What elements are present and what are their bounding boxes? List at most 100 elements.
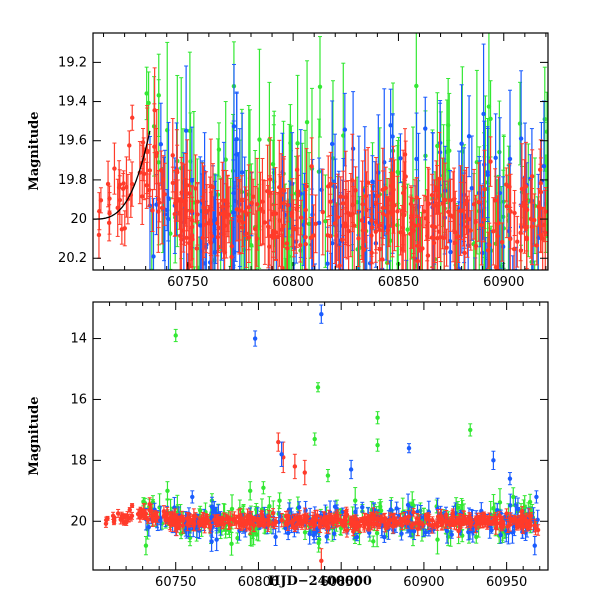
data-point-red-out13 bbox=[292, 453, 298, 480]
data-point-red-437 bbox=[334, 513, 339, 528]
data-point-red-185 bbox=[440, 157, 445, 250]
data-point-red-293 bbox=[462, 169, 468, 239]
data-point-red-286 bbox=[145, 516, 151, 524]
data-point-red-300 bbox=[208, 520, 213, 531]
ytick-label-0: 14 bbox=[70, 332, 87, 347]
data-point-red-21 bbox=[112, 516, 117, 525]
data-point-red-319 bbox=[376, 522, 382, 530]
data-point-green-63 bbox=[306, 152, 312, 270]
data-point-blue-100 bbox=[231, 288, 235, 413]
data-point-red-126 bbox=[395, 175, 400, 247]
data-point-red-222 bbox=[332, 182, 338, 264]
data-point-green-out19 bbox=[165, 481, 170, 501]
data-point-red-436 bbox=[303, 189, 308, 270]
data-point-red-7 bbox=[128, 513, 134, 522]
data-point-red-381 bbox=[356, 209, 361, 268]
data-point-red-395 bbox=[236, 515, 242, 530]
xtick-label-0: 60750 bbox=[167, 275, 208, 290]
data-point-red-321 bbox=[421, 194, 427, 229]
data-point-red-27 bbox=[137, 509, 143, 516]
data-point-red-362 bbox=[356, 520, 361, 532]
data-point-blue-out14 bbox=[279, 441, 284, 467]
data-point-green-out6 bbox=[312, 432, 317, 446]
data-point-red-403 bbox=[408, 187, 414, 249]
data-point-red-430 bbox=[364, 171, 369, 249]
data-point-red-78 bbox=[532, 193, 537, 247]
data-point-blue-65 bbox=[360, 501, 365, 513]
data-point-green-171 bbox=[257, 292, 261, 437]
data-point-red-411 bbox=[320, 168, 326, 256]
data-point-blue-90 bbox=[451, 286, 455, 355]
data-point-red-4 bbox=[115, 508, 121, 518]
data-point-red-17 bbox=[129, 503, 135, 508]
data-point-red-360 bbox=[240, 516, 245, 525]
data-point-red-392 bbox=[180, 208, 186, 253]
data-point-red-432 bbox=[511, 514, 517, 522]
data-point-green-out15 bbox=[261, 481, 266, 495]
data-point-green-121 bbox=[437, 314, 441, 383]
data-point-blue-130 bbox=[361, 278, 365, 337]
data-point-red-310 bbox=[536, 188, 541, 226]
xtick-label-3: 60900 bbox=[403, 575, 444, 590]
data-point-red-427 bbox=[524, 203, 529, 252]
data-point-green-180 bbox=[396, 136, 401, 210]
data-point-red-399 bbox=[188, 515, 193, 525]
data-point-red-422 bbox=[386, 178, 392, 247]
top-panel: 60750 60800 60850 60900 19.2 19.4 19.6 19.8 20 20… bbox=[27, 32, 549, 437]
data-point-red-169 bbox=[511, 202, 517, 270]
data-point-red-428 bbox=[456, 210, 461, 263]
data-point-red-396 bbox=[423, 512, 429, 519]
data-point-red-439 bbox=[141, 511, 146, 521]
data-point-blue-177 bbox=[212, 180, 218, 270]
data-point-red-421 bbox=[177, 520, 182, 528]
data-point-red-153 bbox=[530, 149, 535, 204]
data-point-green-121 bbox=[371, 535, 376, 548]
data-point-red-26 bbox=[119, 511, 124, 522]
data-point-red-426 bbox=[519, 511, 524, 525]
data-point-red-435 bbox=[202, 519, 207, 534]
ytick-label-2: 19.6 bbox=[58, 134, 87, 149]
data-point-red-353 bbox=[487, 222, 492, 268]
data-point-red-288 bbox=[153, 128, 159, 185]
data-point-red-292 bbox=[177, 197, 182, 230]
data-point-blue-105 bbox=[214, 528, 219, 552]
data-point-red-167 bbox=[500, 222, 505, 262]
data-point-red-298 bbox=[159, 150, 164, 190]
data-point-red-26 bbox=[116, 160, 122, 215]
data-point-red-359 bbox=[468, 517, 473, 531]
data-point-red-402 bbox=[179, 194, 184, 270]
bottom-panel-data bbox=[103, 304, 541, 570]
data-point-red-429 bbox=[447, 521, 453, 529]
data-point-red-out10 bbox=[276, 432, 281, 452]
data-point-green-out4 bbox=[375, 411, 380, 425]
data-point-red-420 bbox=[294, 170, 300, 248]
data-point-red-415 bbox=[488, 136, 493, 187]
xtick-label-3: 60900 bbox=[483, 275, 524, 290]
data-point-red-317 bbox=[340, 170, 346, 236]
ytick-label-1: 19.4 bbox=[58, 95, 87, 110]
data-point-red-351 bbox=[459, 520, 464, 528]
data-point-green-out0 bbox=[173, 328, 178, 343]
data-point-red-191 bbox=[426, 518, 432, 530]
data-point-red-439 bbox=[144, 161, 149, 209]
data-point-red-379 bbox=[326, 509, 332, 524]
data-point-blue-146 bbox=[331, 527, 337, 541]
data-point-red-443 bbox=[485, 516, 491, 529]
data-point-red-430 bbox=[313, 513, 319, 527]
data-point-red-440 bbox=[246, 212, 252, 263]
data-point-blue-13 bbox=[151, 198, 156, 270]
data-point-red-301 bbox=[491, 197, 496, 266]
data-point-red-385 bbox=[454, 515, 459, 525]
data-point-green-124 bbox=[413, 290, 417, 340]
data-point-blue-180 bbox=[437, 100, 443, 186]
data-point-red-140 bbox=[337, 245, 342, 270]
data-point-blue-17 bbox=[398, 133, 403, 184]
data-point-blue-139 bbox=[316, 157, 322, 270]
data-point-red-323 bbox=[373, 157, 379, 251]
data-point-blue-98 bbox=[537, 282, 541, 328]
data-point-red-17 bbox=[130, 104, 135, 131]
data-point-red-446 bbox=[379, 517, 385, 524]
xtick-label-1: 60800 bbox=[272, 275, 313, 290]
data-point-red-25 bbox=[124, 519, 129, 526]
